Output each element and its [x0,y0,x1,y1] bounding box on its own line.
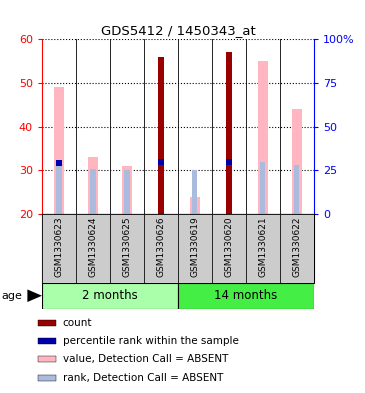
Bar [294,165,299,214]
Text: 2 months: 2 months [82,289,138,302]
Bar [38,338,56,344]
Text: GSM1330624: GSM1330624 [88,216,97,277]
Text: GSM1330620: GSM1330620 [224,216,234,277]
Bar [144,214,178,283]
Text: GSM1330626: GSM1330626 [157,216,165,277]
Bar [38,320,56,326]
Bar [280,214,314,283]
Bar [42,283,178,309]
Bar [246,214,280,283]
Text: GSM1330621: GSM1330621 [258,216,268,277]
Bar [158,57,164,214]
Polygon shape [27,289,42,302]
Bar [91,169,96,214]
Bar [122,166,132,214]
Text: percentile rank within the sample: percentile rank within the sample [63,336,238,346]
Text: GSM1330622: GSM1330622 [292,216,301,277]
Bar [292,109,302,214]
Text: GSM1330619: GSM1330619 [191,216,199,277]
Bar [226,52,232,214]
Title: GDS5412 / 1450343_at: GDS5412 / 1450343_at [101,24,255,37]
Bar [124,171,130,214]
Bar [42,214,76,283]
Bar [110,214,144,283]
Bar [212,214,246,283]
Bar [38,356,56,362]
Bar [88,157,98,214]
Text: age: age [2,291,23,301]
Bar [258,61,268,214]
Bar [38,375,56,381]
Bar [76,214,110,283]
Bar [192,171,197,214]
Text: count: count [63,318,92,328]
Bar [178,283,314,309]
Bar [57,163,62,214]
Text: 14 months: 14 months [214,289,277,302]
Text: GSM1330623: GSM1330623 [54,216,64,277]
Bar [260,162,265,214]
Bar [178,214,212,283]
Bar [190,196,200,214]
Text: value, Detection Call = ABSENT: value, Detection Call = ABSENT [63,354,228,364]
Text: GSM1330625: GSM1330625 [122,216,131,277]
Text: rank, Detection Call = ABSENT: rank, Detection Call = ABSENT [63,373,223,383]
Bar [54,87,64,214]
